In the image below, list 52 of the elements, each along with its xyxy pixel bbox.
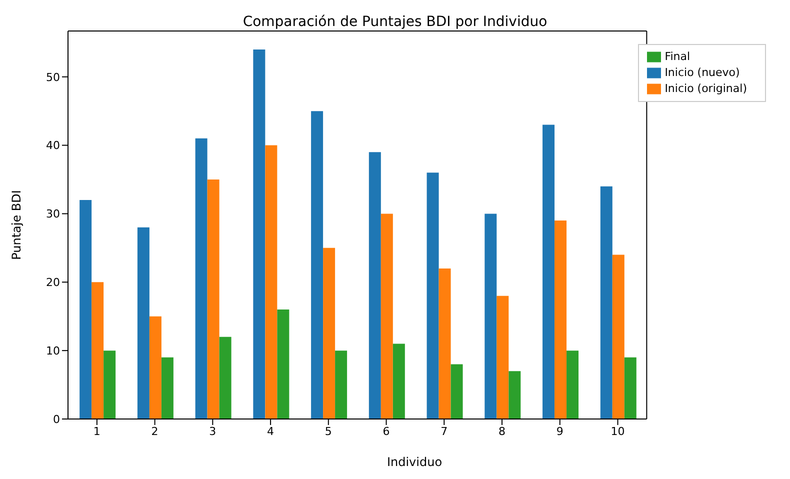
y-tick-label: 30 (46, 208, 60, 221)
bar (323, 248, 336, 419)
x-tick-label: 3 (209, 424, 216, 438)
bar (426, 172, 439, 419)
bar (335, 350, 348, 419)
bar (277, 310, 290, 419)
bar (207, 179, 220, 419)
bar (566, 350, 579, 419)
bar (137, 227, 150, 419)
bar (311, 111, 324, 419)
x-tick-label: 5 (324, 424, 332, 438)
x-tick-label: 8 (498, 424, 506, 438)
bar (612, 254, 624, 419)
bar (450, 364, 463, 419)
bar (149, 316, 162, 419)
bar (92, 282, 104, 419)
bar (554, 220, 567, 419)
x-tick-label: 7 (440, 424, 448, 438)
bar (496, 296, 509, 419)
bar (161, 357, 174, 419)
bar (368, 152, 381, 419)
legend-label: Final (664, 50, 690, 63)
x-tick-label: 2 (151, 424, 158, 438)
bar (219, 336, 232, 419)
bar (484, 214, 497, 419)
x-tick-label: 9 (556, 424, 564, 438)
bar (542, 124, 555, 419)
legend-label: Inicio (original) (664, 82, 747, 95)
y-tick-label: 50 (46, 70, 60, 84)
y-tick-label: 20 (46, 276, 60, 290)
y-tick-label: 10 (46, 344, 60, 358)
bar (104, 350, 116, 419)
y-tick-label: 40 (46, 139, 60, 152)
bar (195, 138, 208, 419)
y-axis-title: Puntaje BDI (9, 190, 24, 260)
bar (600, 186, 612, 419)
bar (253, 49, 266, 419)
bar (380, 214, 393, 419)
x-axis-title: Individuo (386, 455, 444, 469)
x-tick-label: 10 (610, 424, 625, 438)
y-tick-label: 0 (53, 412, 60, 426)
x-tick-label: 4 (267, 424, 274, 438)
bar (624, 357, 636, 419)
bar (265, 145, 278, 419)
bar (508, 371, 521, 419)
legend-label: Inicio (nuevo) (664, 66, 740, 79)
x-tick-label: 1 (93, 424, 100, 438)
chart-title: Comparación de Puntajes BDI por Individuo (242, 14, 548, 30)
x-tick-label: 6 (382, 424, 390, 438)
bar (80, 200, 92, 419)
bar (438, 268, 451, 419)
bar (392, 344, 405, 419)
